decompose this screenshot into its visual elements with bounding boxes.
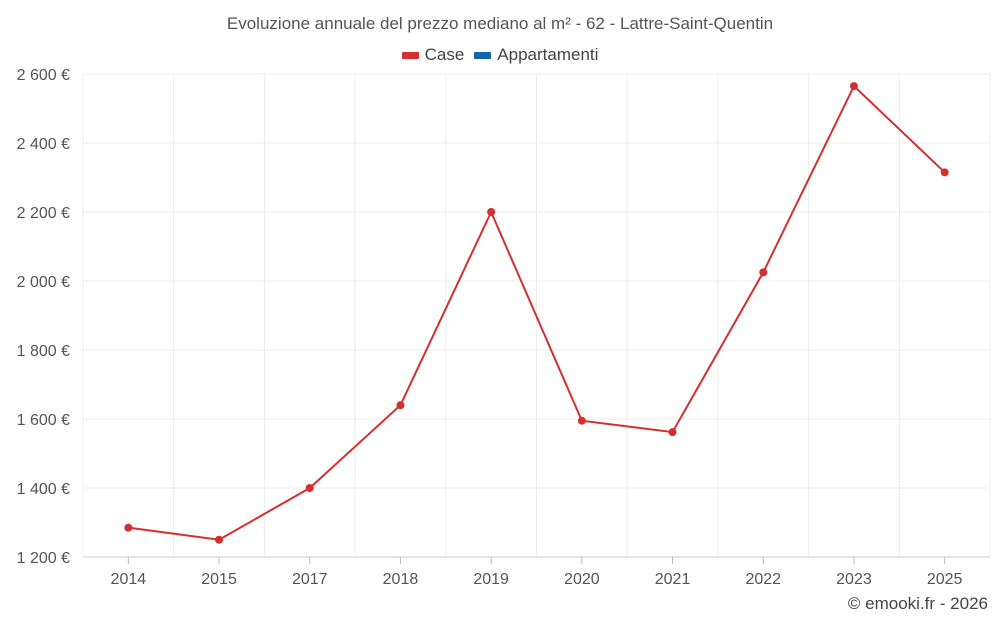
legend-label-appartamenti: Appartamenti	[497, 45, 599, 64]
x-tick-label: 2017	[292, 571, 328, 588]
y-tick-label: 2 400 €	[17, 136, 70, 153]
y-tick-label: 1 800 €	[17, 343, 70, 360]
x-tick-label: 2015	[201, 571, 237, 588]
x-tick-label: 2023	[836, 571, 872, 588]
legend-item-appartamenti[interactable]: Appartamenti	[474, 45, 598, 65]
legend-swatch-appartamenti	[474, 51, 492, 59]
x-tick-label: 2020	[564, 571, 600, 588]
x-tick-label: 2014	[111, 571, 147, 588]
x-tick-label: 2021	[655, 571, 691, 588]
y-tick-label: 2 000 €	[17, 274, 70, 291]
chart-title: Evoluzione annuale del prezzo mediano al…	[226, 14, 774, 33]
data-point-case	[215, 535, 224, 544]
x-tick-label: 2019	[473, 571, 509, 588]
x-tick-label: 2025	[927, 571, 963, 588]
data-point-case	[849, 82, 858, 91]
data-point-case	[668, 428, 677, 437]
data-point-case	[759, 268, 768, 277]
x-tick-label: 2018	[383, 571, 419, 588]
legend-label-case: Case	[424, 45, 465, 64]
data-point-case	[577, 416, 586, 425]
data-point-case	[940, 168, 949, 177]
legend-swatch-case	[401, 51, 419, 59]
data-point-case	[487, 208, 496, 216]
credit-text: © emooki.fr - 2026	[847, 594, 988, 613]
data-point-case	[396, 401, 405, 410]
legend: Case Appartamenti	[0, 45, 1000, 65]
y-tick-label: 2 600 €	[17, 67, 70, 84]
y-tick-label: 2 200 €	[17, 205, 70, 222]
y-tick-label: 1 400 €	[17, 481, 70, 498]
y-tick-label: 1 200 €	[17, 550, 70, 567]
y-tick-label: 1 600 €	[17, 412, 70, 429]
legend-item-case[interactable]: Case	[401, 45, 465, 65]
data-point-case	[124, 523, 133, 532]
data-point-case	[305, 484, 314, 492]
series-line-case	[128, 84, 946, 541]
x-tick-label: 2022	[745, 571, 781, 588]
